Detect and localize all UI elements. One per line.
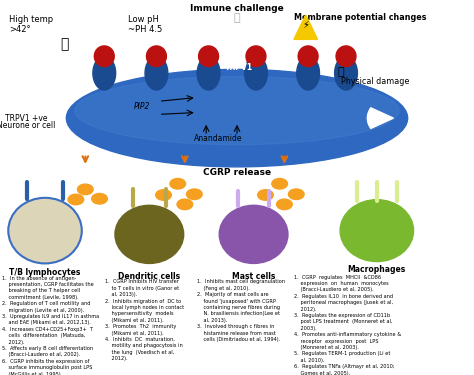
Ellipse shape — [288, 189, 304, 200]
Ellipse shape — [246, 46, 266, 67]
Text: Immune challenge: Immune challenge — [190, 4, 284, 13]
Text: CGRP release: CGRP release — [203, 168, 271, 177]
Text: 1.  CGRP  regulates  MHCII  &CD86
    expression  on  human  monocytes
    (Brac: 1. CGRP regulates MHCII &CD86 expression… — [294, 274, 401, 375]
Ellipse shape — [219, 206, 288, 263]
Text: Dendritic cells: Dendritic cells — [118, 272, 181, 281]
Ellipse shape — [77, 184, 93, 195]
Ellipse shape — [298, 46, 318, 67]
Ellipse shape — [146, 46, 166, 67]
Ellipse shape — [66, 69, 408, 167]
Ellipse shape — [91, 194, 107, 204]
Text: Anandamide: Anandamide — [194, 134, 242, 143]
Ellipse shape — [335, 56, 357, 90]
Ellipse shape — [145, 56, 168, 90]
Ellipse shape — [177, 199, 192, 210]
Text: 1.  Inhibits mast cell degranulation
    (Feng et al, 2010).
2.  Majority of mas: 1. Inhibits mast cell degranulation (Fen… — [197, 279, 285, 342]
Ellipse shape — [336, 46, 356, 67]
Ellipse shape — [94, 46, 114, 67]
Ellipse shape — [68, 194, 83, 205]
Wedge shape — [367, 108, 393, 128]
Ellipse shape — [9, 198, 82, 263]
Text: PIP2: PIP2 — [134, 102, 150, 111]
Ellipse shape — [245, 56, 267, 90]
Ellipse shape — [257, 190, 273, 200]
Text: >42°: >42° — [9, 26, 31, 34]
Text: Mast cells: Mast cells — [232, 272, 275, 281]
Text: 1.  In the absence of antigen-
    presentation, CGRP facilitates the
    breaki: 1. In the absence of antigen- presentati… — [2, 276, 100, 375]
Ellipse shape — [186, 189, 202, 200]
Ellipse shape — [199, 46, 219, 67]
Polygon shape — [294, 15, 318, 39]
Text: High temp: High temp — [9, 15, 54, 24]
Text: 🔨: 🔨 — [338, 68, 345, 78]
Text: Neurone or cell: Neurone or cell — [0, 122, 55, 130]
Text: Low pH: Low pH — [128, 15, 159, 24]
Ellipse shape — [197, 56, 220, 90]
Ellipse shape — [115, 206, 184, 263]
Text: 1.  CGRP Inhibits HIV transfer
    to T cells in vitro (Ganor et
    al, 2013)).: 1. CGRP Inhibits HIV transfer to T cells… — [105, 279, 184, 361]
Ellipse shape — [297, 56, 319, 90]
Ellipse shape — [272, 178, 287, 189]
Text: Macrophages: Macrophages — [348, 265, 406, 274]
Ellipse shape — [340, 200, 413, 262]
Text: T/B lymphocytes: T/B lymphocytes — [9, 268, 81, 277]
Text: TRPV1 +ve: TRPV1 +ve — [5, 114, 47, 123]
Text: 🦠: 🦠 — [234, 13, 240, 23]
Text: TRPV1: TRPV1 — [225, 63, 254, 72]
Text: Membrane potential changes: Membrane potential changes — [294, 13, 427, 22]
Ellipse shape — [155, 190, 172, 200]
Ellipse shape — [276, 199, 292, 210]
Ellipse shape — [170, 178, 185, 189]
Ellipse shape — [75, 76, 399, 145]
Text: 🔥: 🔥 — [60, 38, 68, 51]
Text: Physical damage: Physical damage — [341, 77, 410, 86]
Text: ⚡: ⚡ — [302, 20, 309, 29]
Text: ~PH 4.5: ~PH 4.5 — [128, 26, 162, 34]
Ellipse shape — [93, 56, 116, 90]
